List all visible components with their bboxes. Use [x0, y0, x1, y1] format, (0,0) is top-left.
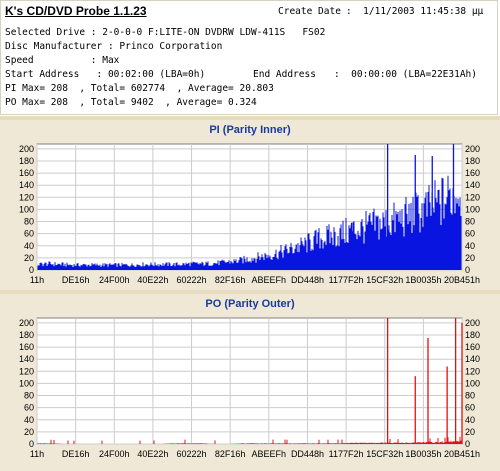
pi-chart: 0 0 20 20 40 40 60 60 80 80 100 100 120 120 140 140 160 1…: [19, 143, 480, 285]
x-tick-label: DE16h: [62, 275, 90, 285]
po-chart-title: PO (Parity Outer): [205, 298, 295, 310]
y-tick-label-left: 200: [19, 144, 34, 154]
y-tick-label-left: 200: [19, 318, 34, 328]
x-tick-label: 40E22h: [137, 449, 168, 459]
app-title: K's CD/DVD Probe 1.1.23: [5, 4, 147, 18]
selected-drive: Selected Drive : 2-0-0-0 F:LITE-ON DVDRW…: [5, 27, 326, 38]
y-tick-label-right: 200: [465, 144, 480, 154]
y-tick-label-left: 40: [24, 415, 34, 425]
speed: Speed : Max: [5, 55, 120, 66]
y-tick-label-right: 120: [465, 366, 480, 376]
disc-manufacturer: Disc Manufacturer : Princo Corporation: [5, 41, 223, 52]
y-tick-label-right: 100: [465, 204, 480, 214]
x-tick-label: 82F16h: [215, 275, 246, 285]
y-tick-label-left: 160: [19, 168, 34, 178]
create-date-label: Create Date: [278, 6, 341, 17]
y-tick-label-left: 160: [19, 342, 34, 352]
y-tick-label-left: 20: [24, 427, 34, 437]
y-tick-label-right: 200: [465, 318, 480, 328]
x-tick-label: 1177F2h: [329, 449, 364, 459]
start-address: Start Address : 00:02:00 (LBA=0h): [5, 69, 206, 80]
y-tick-label-left: 40: [24, 241, 34, 251]
y-tick-label-right: 160: [465, 168, 480, 178]
end-address-label: End Address: [253, 69, 316, 80]
y-tick-label-left: 60: [24, 229, 34, 239]
po-summary: PO Max= 208 , Total= 9402 , Average= 0.3…: [5, 97, 257, 108]
y-tick-label-right: 180: [465, 156, 480, 166]
y-tick-label-right: 80: [465, 391, 475, 401]
x-tick-label: DD448h: [291, 449, 324, 459]
y-tick-label-left: 0: [29, 265, 34, 275]
y-tick-label-left: 0: [29, 439, 34, 449]
y-tick-label-right: 180: [465, 330, 480, 340]
po-panel: PO (Parity Outer) 0 0 20 20 40 40 60 60 80 80 100 1…: [0, 294, 500, 471]
y-tick-label-right: 100: [465, 378, 480, 388]
x-tick-label: 11h: [30, 275, 44, 285]
x-tick-label: ABEEFh: [252, 449, 287, 459]
y-tick-label-right: 40: [465, 241, 475, 251]
pi-panel: PI (Parity Inner) 0 0 20 20 40 40 60 60 80 80 100 1…: [0, 120, 500, 290]
y-tick-label-left: 80: [24, 217, 34, 227]
po-chart: 0 0 20 20 40 40 60 60 80 80 100 100 120 120 140 140 160 1…: [19, 317, 480, 459]
x-tick-label: 1177F2h: [329, 275, 364, 285]
separator: [0, 116, 500, 120]
y-tick-label-left: 180: [19, 156, 34, 166]
info-header: K's CD/DVD Probe 1.1.23 Create Date : 1/…: [0, 0, 498, 115]
y-tick-label-left: 180: [19, 330, 34, 340]
y-tick-label-right: 20: [465, 253, 475, 263]
y-tick-label-left: 80: [24, 391, 34, 401]
y-tick-label-right: 160: [465, 342, 480, 352]
y-tick-label-right: 140: [465, 354, 480, 364]
x-tick-label: DE16h: [62, 449, 90, 459]
y-tick-label-left: 140: [19, 180, 34, 190]
plot-area: [36, 317, 463, 445]
y-tick-label-right: 140: [465, 180, 480, 190]
y-tick-label-left: 140: [19, 354, 34, 364]
y-tick-label-right: 60: [465, 229, 475, 239]
create-date-value: : 1/11/2003 11:45:38 µµ: [346, 6, 484, 17]
y-tick-label-left: 100: [19, 378, 34, 388]
pi-summary: PI Max= 208 , Total= 602774 , Average= 2…: [5, 83, 274, 94]
y-tick-label-left: 60: [24, 403, 34, 413]
x-tick-label: DD448h: [291, 275, 324, 285]
pi-chart-title: PI (Parity Inner): [209, 124, 291, 136]
y-tick-label-left: 120: [19, 366, 34, 376]
y-tick-label-right: 120: [465, 192, 480, 202]
x-tick-label: 1B0035h: [405, 275, 441, 285]
y-tick-label-right: 40: [465, 415, 475, 425]
x-tick-label: 15CF32h: [366, 449, 403, 459]
y-tick-label-right: 20: [465, 427, 475, 437]
x-tick-label: 11h: [30, 449, 44, 459]
y-tick-label-right: 0: [465, 265, 470, 275]
y-tick-label-left: 20: [24, 253, 34, 263]
x-tick-label: ABEEFh: [252, 275, 287, 285]
x-tick-label: 24F00h: [99, 275, 130, 285]
series-bars: [37, 175, 462, 270]
x-tick-label: 20B451h: [444, 449, 480, 459]
x-tick-label: 24F00h: [99, 449, 130, 459]
x-tick-label: 82F16h: [215, 449, 246, 459]
x-tick-label: 1B0035h: [405, 449, 441, 459]
y-tick-label-left: 120: [19, 192, 34, 202]
x-tick-label: 60222h: [177, 275, 207, 285]
y-tick-label-right: 0: [465, 439, 470, 449]
separator: [0, 290, 500, 294]
x-tick-label: 15CF32h: [366, 275, 403, 285]
x-tick-label: 20B451h: [444, 275, 480, 285]
x-tick-label: 60222h: [177, 449, 207, 459]
y-tick-label-right: 80: [465, 217, 475, 227]
y-tick-label-left: 100: [19, 204, 34, 214]
end-address-value: : 00:00:00 (LBA=22E31Ah): [334, 69, 477, 80]
y-tick-label-right: 60: [465, 403, 475, 413]
x-tick-label: 40E22h: [137, 275, 168, 285]
